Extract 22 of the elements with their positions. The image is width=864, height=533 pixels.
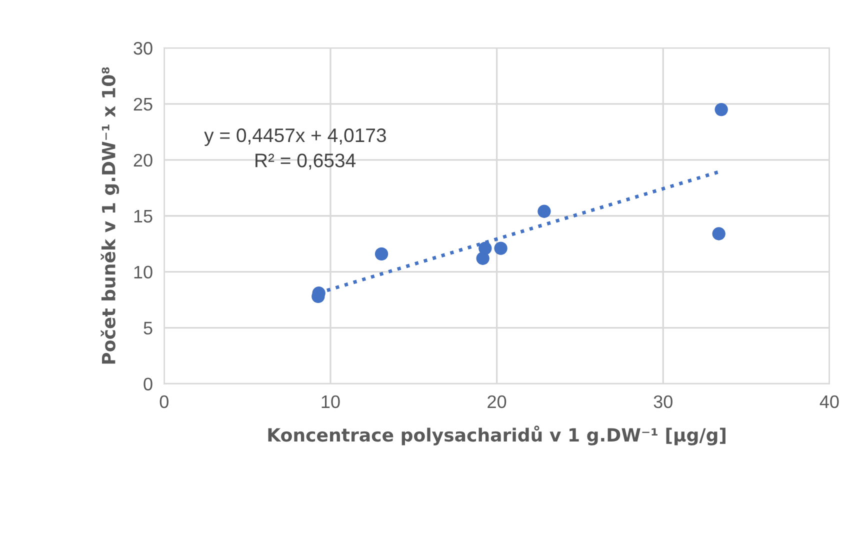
y-tick-label: 10 (134, 266, 152, 279)
y-tick-label: 15 (134, 210, 152, 223)
point (714, 102, 728, 116)
x-tick-label: 0 (160, 395, 168, 408)
y-tick-label: 20 (134, 154, 152, 167)
point (538, 204, 551, 218)
point (712, 227, 726, 240)
point (478, 242, 492, 255)
y-axis-title: Počet buněk v 1 g.DW⁻¹ x 10⁸ (100, 67, 120, 364)
x-tick-label: 10 (322, 395, 340, 408)
annotation: R² = 0,6534 (256, 154, 356, 170)
point (374, 247, 388, 261)
x-axis-title: Koncentrace polysacharidů v 1 g.DW⁻¹ [μg/g] (268, 426, 726, 446)
annotation: y = 0,4457x + 4,0173 (204, 128, 386, 146)
y-tick-label: 30 (134, 42, 152, 55)
y-tick-label: 5 (144, 322, 152, 335)
x-tick-label: 20 (488, 395, 506, 408)
y-tick-label: 25 (134, 98, 152, 111)
point (494, 242, 508, 255)
y-tick-label: 0 (144, 378, 152, 390)
x-tick-label: 30 (654, 395, 672, 408)
x-tick-label: 40 (820, 395, 839, 408)
